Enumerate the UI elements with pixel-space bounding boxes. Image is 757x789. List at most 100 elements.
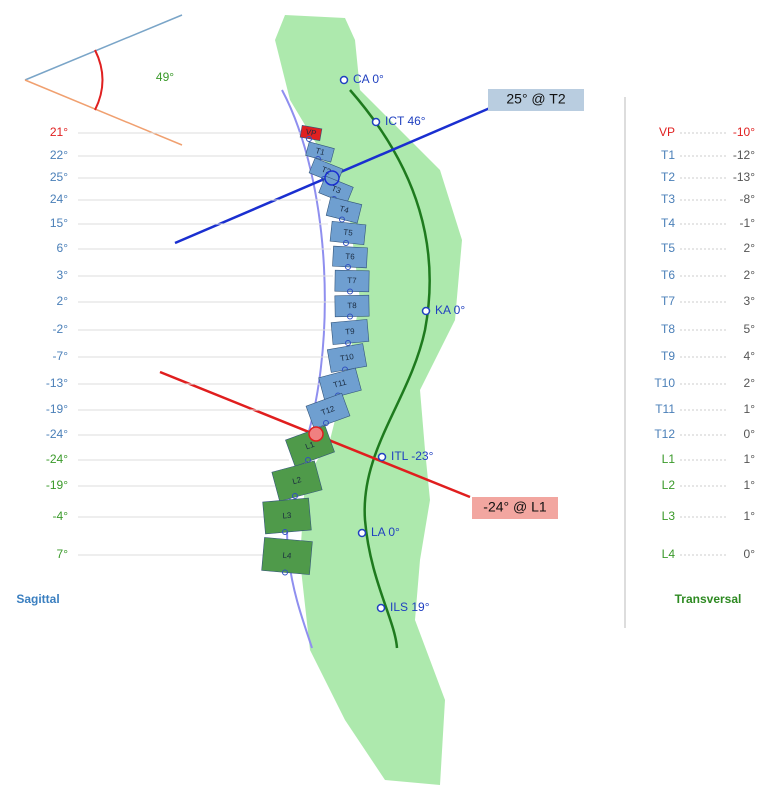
surface-cloud: [275, 15, 462, 785]
sagittal-value: -24°: [46, 452, 68, 466]
vertebra: T1: [305, 141, 335, 163]
vertebra-label: L2: [291, 475, 302, 486]
vertebra-label: T10: [339, 352, 355, 363]
sagittal-value: 25°: [50, 170, 68, 184]
vertebra-body: [262, 497, 312, 535]
vertebra-label: T11: [332, 377, 348, 389]
transversal-value: 1°: [744, 452, 756, 466]
apex-marker: [324, 170, 340, 186]
vertebra-name: T6: [661, 268, 675, 282]
transversal-value: 2°: [744, 241, 756, 255]
landmark-label: ITL -23°: [391, 449, 434, 463]
vertebra-name: L3: [662, 509, 676, 523]
transversal-value: 1°: [744, 509, 756, 523]
sagittal-value: -4°: [53, 509, 69, 523]
vertebra-body: [329, 220, 367, 246]
vertebra-body: [334, 269, 370, 293]
vertebra-label: L4: [282, 551, 292, 561]
joint: [339, 216, 345, 223]
landmark-label: LA 0°: [371, 525, 400, 539]
vertebra-name: VP: [659, 125, 675, 139]
transversal-value: -12°: [733, 148, 755, 162]
joint: [292, 493, 298, 499]
vertebra-label: L1: [304, 440, 316, 452]
transversal-value: 0°: [744, 547, 756, 561]
vertebra-name: T9: [661, 349, 675, 363]
transversal-value: 4°: [744, 349, 756, 363]
vertebra: T11: [318, 367, 362, 401]
landmark: [357, 528, 367, 538]
vertebra: T12: [305, 392, 351, 430]
vertebra: L3: [262, 497, 312, 535]
vertebra: T7: [334, 269, 370, 293]
joint: [345, 340, 351, 346]
vertebra-name: L4: [662, 547, 676, 561]
transversal-value: -10°: [733, 125, 755, 139]
joint: [343, 240, 349, 246]
vertebra-label: T5: [343, 228, 354, 238]
sagittal-value: -24°: [46, 427, 68, 441]
vertebra: T5: [329, 220, 367, 246]
landmark-label: ILS 19°: [390, 600, 430, 614]
vertebra-label: T1: [314, 146, 326, 157]
vertebra-name: T5: [661, 241, 675, 255]
vertebra: T6: [332, 245, 368, 269]
vertebra-name: L1: [662, 452, 676, 466]
landmark: [339, 75, 349, 85]
vertebra: T8: [334, 294, 370, 318]
angle-line-top: [24, 14, 183, 81]
sagittal-value: 24°: [50, 192, 68, 206]
transversal-value: 0°: [744, 427, 756, 441]
joint: [345, 264, 351, 270]
vertebra-body: [299, 125, 323, 141]
vertebra-label: T7: [347, 276, 357, 285]
vertebra-body: [326, 343, 368, 373]
vertebra-label: T2: [320, 165, 333, 177]
vertebra-body: [332, 245, 368, 269]
transversal-value: -8°: [740, 192, 756, 206]
joint: [323, 420, 329, 426]
apex-marker: [308, 426, 324, 442]
sagittal-value: 21°: [50, 125, 68, 139]
angle-arc: [94, 49, 104, 111]
vertebra-body: [308, 157, 344, 185]
landmark: [421, 306, 431, 316]
vertebra: T2: [308, 157, 344, 185]
vertebra-label: T9: [345, 327, 356, 337]
sagittal-value: -2°: [53, 322, 69, 336]
joint: [347, 288, 353, 295]
angle-line-bottom: [24, 79, 183, 146]
callout-box: [488, 89, 584, 111]
sagittal-value: 2°: [57, 294, 69, 308]
landmark: [377, 452, 387, 462]
vertebra-label: T3: [330, 184, 343, 196]
joint: [347, 313, 353, 320]
transversal-value: -13°: [733, 170, 755, 184]
sagittal-value: -19°: [46, 478, 68, 492]
joint: [306, 136, 312, 142]
landmark: [376, 603, 386, 613]
vertebra-body: [325, 196, 363, 224]
vertebra-label: L3: [282, 511, 292, 521]
landmark: [371, 117, 381, 127]
transversal-value: 1°: [744, 402, 756, 416]
vertebra-body: [261, 537, 313, 575]
vertebra-name: T11: [655, 402, 675, 416]
callout: 25° @ T2: [506, 91, 565, 107]
transversal-value: 2°: [744, 268, 756, 282]
callout-box: [472, 497, 558, 519]
sagittal-value: 6°: [57, 241, 69, 255]
callout: -24° @ L1: [483, 499, 547, 515]
vertebra-label: VP: [305, 127, 317, 138]
vertebra: L2: [271, 460, 323, 502]
vertebra-name: T1: [661, 148, 675, 162]
vertebra-body: [305, 392, 351, 430]
sagittal-value: 3°: [57, 268, 69, 282]
sagittal-value: 15°: [50, 216, 68, 230]
vertebra-name: T2: [661, 170, 675, 184]
transversal-value: 3°: [744, 294, 756, 308]
landmark-label: ICT 46°: [385, 114, 426, 128]
vertebra-name: L2: [662, 478, 676, 492]
joint: [282, 529, 288, 535]
